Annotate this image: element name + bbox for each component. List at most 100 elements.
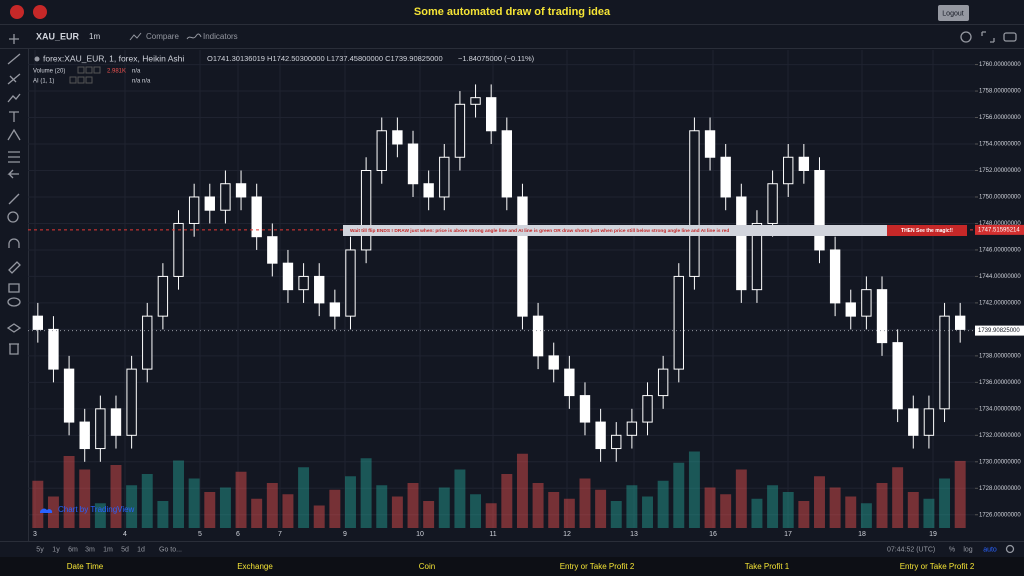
volume-bar [219,487,231,528]
banner [343,225,887,236]
y-tick-label: 1730.00000000 [979,459,1021,465]
volume-bar [876,483,888,528]
candle-body [501,130,513,198]
legend-button[interactable] [85,66,93,74]
legend-button[interactable] [69,76,77,84]
shape-tool[interactable] [7,128,21,141]
goto-button[interactable]: Go to... [159,546,182,553]
range-button[interactable]: 5d [121,546,129,553]
candle-body [485,97,497,132]
trash-tool[interactable] [9,343,19,355]
range-button[interactable]: 5y [36,546,44,553]
footer-label: Coin [419,562,435,571]
candle-body [329,302,341,317]
volume-bar [720,494,732,528]
logout-label[interactable]: Logout [942,10,963,17]
volume-bar [642,496,653,528]
volume-bar [485,503,497,528]
legend-change: −1.84075000 (−0.11%) [458,54,535,63]
eye-tool[interactable] [7,297,21,307]
legend-button[interactable] [77,66,85,74]
legend-volume-value: 2.981K [107,69,126,75]
y-tick-label: 1754.00000000 [979,142,1021,148]
last-price-badge [975,325,1024,336]
pattern-tool[interactable] [7,93,21,103]
symbol[interactable]: XAU_EUR [36,31,80,41]
range-button[interactable]: 1d [137,546,145,553]
divider [0,48,1024,49]
compare-button[interactable]: Compare [146,32,179,41]
banner-text: Wait till flip ENDS ! DRAW just when: pr… [350,228,729,234]
fib-tool[interactable] [7,73,21,85]
candle-body [908,408,919,436]
legend-button[interactable] [93,66,101,74]
settings-icon[interactable] [960,31,972,43]
volume-bar [579,478,591,528]
footer-label: Date Time [67,562,104,571]
candle-body [611,434,622,450]
volume-bar [751,498,763,528]
watermark: Chart by TradingView [58,505,135,514]
legend-button[interactable] [77,76,85,84]
candle-body [704,130,716,158]
measure-tool[interactable] [8,151,20,163]
volume-bar [907,492,919,528]
divider [0,24,1024,25]
volume-bar [266,483,278,528]
crosshair-tool[interactable] [9,34,19,44]
candle-body [470,97,481,105]
x-tick-label: 16 [709,531,717,538]
candle-body [736,196,747,291]
legend-ohlc: O1741.30136019 H1742.50300000 L1737.4580… [207,54,443,63]
y-tick-label: 1736.00000000 [979,380,1021,386]
volume-bar [329,489,341,528]
settings-icon[interactable] [1005,544,1015,554]
log-toggle[interactable]: log [963,546,972,553]
volume-bar [688,451,700,528]
text-tool[interactable] [9,111,19,122]
candle-body [829,249,841,304]
pen-tool[interactable] [8,261,21,274]
range-button[interactable]: 1y [52,546,60,553]
volume-bar [438,487,450,528]
legend-dot [34,56,40,62]
legend-button[interactable] [85,76,93,84]
volume-bar [532,483,544,528]
volume-bar [345,476,356,528]
candle-body [376,130,387,171]
volume-bar [298,467,310,528]
zoom-tool[interactable] [7,211,19,223]
magnet-tool[interactable] [8,238,20,248]
indicators-button[interactable]: Indicators [203,32,238,41]
layers-tool[interactable] [6,323,22,333]
line-tool[interactable] [7,53,21,65]
candle-body [767,183,778,224]
candle-body [314,275,325,304]
candle-body [532,315,544,357]
auto-toggle[interactable]: auto [983,546,997,553]
candle-body [642,395,653,423]
volume-bar [610,501,622,528]
candle-body [126,368,137,436]
candle-body [267,236,278,264]
logout-button[interactable] [938,5,969,21]
back-tool[interactable] [7,169,19,179]
interval[interactable]: 1m [89,32,100,41]
lock-tool[interactable] [8,283,20,293]
left-toolbar [6,31,1017,554]
volume-bar [157,501,169,528]
ruler-tool[interactable] [8,193,20,205]
range-button[interactable]: 3m [85,546,95,553]
range-button[interactable]: 6m [68,546,78,553]
y-tick-label: 1760.00000000 [979,62,1021,68]
volume-bar [767,485,779,528]
volume-bar [782,492,794,528]
last-price-label: 1739.90825000 [978,328,1020,334]
percent-toggle[interactable]: % [949,546,955,553]
range-button[interactable]: 1m [103,546,113,553]
fullscreen-icon[interactable] [981,31,995,43]
volume-bar [563,498,575,528]
y-tick-label: 1750.00000000 [979,195,1021,201]
camera-icon[interactable] [1003,32,1017,42]
